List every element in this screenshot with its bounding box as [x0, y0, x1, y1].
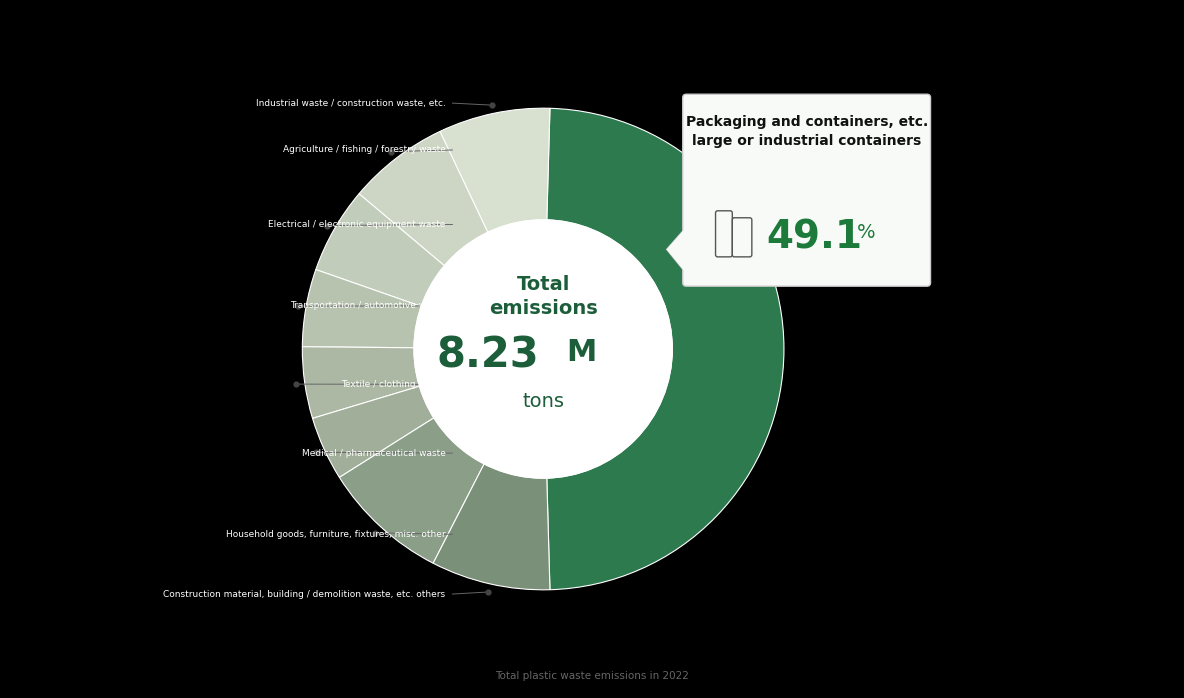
Text: Construction material, building / demolition waste, etc. others: Construction material, building / demoli…	[163, 590, 445, 599]
Wedge shape	[313, 386, 433, 477]
Text: 49.1: 49.1	[766, 218, 862, 256]
Text: Textile / clothing waste: Textile / clothing waste	[341, 380, 445, 389]
Text: Transportation / automotive waste: Transportation / automotive waste	[290, 302, 445, 311]
FancyBboxPatch shape	[683, 94, 931, 286]
Text: Packaging and containers, etc.
large or industrial containers: Packaging and containers, etc. large or …	[686, 115, 928, 147]
Wedge shape	[340, 418, 484, 563]
Polygon shape	[667, 228, 687, 274]
Text: Industrial waste / construction waste, etc.: Industrial waste / construction waste, e…	[256, 98, 445, 107]
Text: Total
emissions: Total emissions	[489, 276, 598, 318]
Text: Household goods, furniture, fixtures, misc. other: Household goods, furniture, fixtures, mi…	[226, 530, 445, 539]
Text: Electrical / electronic equipment waste: Electrical / electronic equipment waste	[268, 220, 445, 229]
Polygon shape	[667, 228, 687, 274]
Circle shape	[414, 220, 673, 478]
Wedge shape	[302, 347, 419, 418]
Wedge shape	[433, 464, 549, 590]
Wedge shape	[440, 108, 549, 232]
Text: Medical / pharmaceutical waste: Medical / pharmaceutical waste	[302, 449, 445, 458]
Text: M: M	[566, 338, 597, 367]
Wedge shape	[316, 194, 444, 306]
Wedge shape	[302, 269, 422, 348]
Wedge shape	[359, 131, 488, 266]
Text: Total plastic waste emissions in 2022: Total plastic waste emissions in 2022	[495, 671, 689, 681]
Text: tons: tons	[522, 392, 564, 411]
Text: Agriculture / fishing / forestry waste: Agriculture / fishing / forestry waste	[283, 145, 445, 154]
Text: 8.23: 8.23	[437, 335, 540, 377]
Text: %: %	[857, 223, 876, 242]
Wedge shape	[547, 108, 784, 590]
